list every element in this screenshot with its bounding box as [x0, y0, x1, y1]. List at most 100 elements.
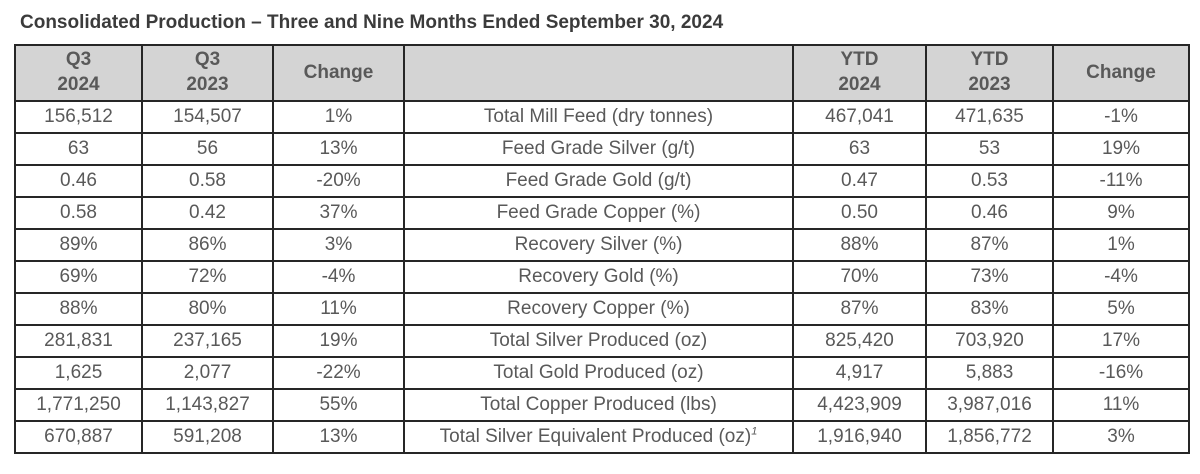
- q3-2023-cell: 56: [141, 132, 274, 166]
- ytd-2024-cell: 4,917: [792, 356, 927, 390]
- table-row: 0.58 0.42 37% Feed Grade Copper (%) 0.50…: [14, 196, 1190, 230]
- q3-2023-cell: 591,208: [141, 420, 274, 454]
- q3-change-cell: 55%: [272, 388, 405, 422]
- q3-2024-cell: 281,831: [14, 324, 143, 358]
- q3-change-cell: -4%: [272, 260, 405, 294]
- ytd-change-cell: 11%: [1052, 388, 1190, 422]
- header-line: 2024: [838, 74, 881, 95]
- ytd-change-cell: 19%: [1052, 132, 1190, 166]
- metric-cell: Feed Grade Silver (g/t): [403, 132, 794, 166]
- header-line: Q3: [194, 49, 221, 71]
- q3-2024-cell: 1,625: [14, 356, 143, 390]
- metric-cell: Recovery Gold (%): [403, 260, 794, 294]
- ytd-2023-cell: 0.53: [925, 164, 1054, 198]
- q3-2024-cell: 63: [14, 132, 143, 166]
- metric-cell: Feed Grade Gold (g/t): [403, 164, 794, 198]
- ytd-2024-cell: 825,420: [792, 324, 927, 358]
- metric-label: Total Silver Equivalent Produced (oz): [439, 426, 752, 447]
- q3-2024-cell: 0.58: [14, 196, 143, 230]
- metric-cell: Total Mill Feed (dry tonnes): [403, 100, 794, 134]
- table-row: 63 56 13% Feed Grade Silver (g/t) 63 53 …: [14, 132, 1190, 166]
- header-line: 2023: [968, 74, 1011, 95]
- ytd-change-cell: -1%: [1052, 100, 1190, 134]
- ytd-2024-cell: 63: [792, 132, 927, 166]
- q3-2024-cell: 0.46: [14, 164, 143, 198]
- header-metric-blank: [403, 44, 794, 102]
- ytd-2024-cell: 88%: [792, 228, 927, 262]
- ytd-2023-cell: 3,987,016: [925, 388, 1054, 422]
- metric-cell: Total Copper Produced (lbs): [403, 388, 794, 422]
- header-line: 2023: [186, 74, 229, 95]
- q3-2023-cell: 0.58: [141, 164, 274, 198]
- metric-cell: Recovery Silver (%): [403, 228, 794, 262]
- header-ytd-2023: YTD 2023: [925, 44, 1054, 102]
- ytd-change-cell: -16%: [1052, 356, 1190, 390]
- q3-change-cell: 37%: [272, 196, 405, 230]
- q3-change-cell: 19%: [272, 324, 405, 358]
- footnote-marker: 1: [751, 425, 758, 438]
- q3-2024-cell: 670,887: [14, 420, 143, 454]
- q3-2023-cell: 72%: [141, 260, 274, 294]
- metric-cell: Recovery Copper (%): [403, 292, 794, 326]
- header-ytd-2024: YTD 2024: [792, 44, 927, 102]
- header-line: Q3: [65, 49, 92, 71]
- header-q3-2024: Q3 2024: [14, 44, 143, 102]
- q3-2024-cell: 1,771,250: [14, 388, 143, 422]
- ytd-2024-cell: 467,041: [792, 100, 927, 134]
- q3-2023-cell: 0.42: [141, 196, 274, 230]
- ytd-2024-cell: 4,423,909: [792, 388, 927, 422]
- q3-change-cell: 3%: [272, 228, 405, 262]
- q3-2024-cell: 88%: [14, 292, 143, 326]
- q3-2023-cell: 2,077: [141, 356, 274, 390]
- q3-2023-cell: 237,165: [141, 324, 274, 358]
- q3-2023-cell: 86%: [141, 228, 274, 262]
- ytd-change-cell: 5%: [1052, 292, 1190, 326]
- ytd-2024-cell: 0.50: [792, 196, 927, 230]
- q3-change-cell: 1%: [272, 100, 405, 134]
- q3-change-cell: 13%: [272, 420, 405, 454]
- header-line: YTD: [970, 49, 1009, 71]
- ytd-2024-cell: 70%: [792, 260, 927, 294]
- q3-change-cell: -20%: [272, 164, 405, 198]
- ytd-2023-cell: 83%: [925, 292, 1054, 326]
- metric-cell: Total Silver Equivalent Produced (oz)1: [403, 420, 794, 454]
- ytd-2023-cell: 73%: [925, 260, 1054, 294]
- q3-2024-cell: 156,512: [14, 100, 143, 134]
- ytd-change-cell: 1%: [1052, 228, 1190, 262]
- q3-2023-cell: 80%: [141, 292, 274, 326]
- ytd-change-cell: -11%: [1052, 164, 1190, 198]
- table-row: 281,831 237,165 19% Total Silver Produce…: [14, 324, 1190, 358]
- ytd-2024-cell: 1,916,940: [792, 420, 927, 454]
- header-line: YTD: [840, 49, 879, 71]
- ytd-2024-cell: 0.47: [792, 164, 927, 198]
- q3-2024-cell: 69%: [14, 260, 143, 294]
- metric-cell: Total Silver Produced (oz): [403, 324, 794, 358]
- ytd-2023-cell: 53: [925, 132, 1054, 166]
- ytd-2023-cell: 87%: [925, 228, 1054, 262]
- q3-2024-cell: 89%: [14, 228, 143, 262]
- table-row: 69% 72% -4% Recovery Gold (%) 70% 73% -4…: [14, 260, 1190, 294]
- q3-change-cell: 11%: [272, 292, 405, 326]
- header-ytd-change: Change: [1052, 44, 1190, 102]
- metric-cell: Total Gold Produced (oz): [403, 356, 794, 390]
- ytd-change-cell: 3%: [1052, 420, 1190, 454]
- table-row: 670,887 591,208 13% Total Silver Equival…: [14, 420, 1190, 454]
- ytd-2023-cell: 703,920: [925, 324, 1054, 358]
- ytd-change-cell: -4%: [1052, 260, 1190, 294]
- q3-2023-cell: 1,143,827: [141, 388, 274, 422]
- header-q3-2023: Q3 2023: [141, 44, 274, 102]
- q3-2023-cell: 154,507: [141, 100, 274, 134]
- ytd-2023-cell: 0.46: [925, 196, 1054, 230]
- table-row: 1,625 2,077 -22% Total Gold Produced (oz…: [14, 356, 1190, 390]
- q3-change-cell: -22%: [272, 356, 405, 390]
- ytd-2024-cell: 87%: [792, 292, 927, 326]
- header-row: Q3 2024 Q3 2023 Change YTD 2024 YTD 2023 Cha…: [14, 44, 1190, 102]
- table-row: 89% 86% 3% Recovery Silver (%) 88% 87% 1…: [14, 228, 1190, 262]
- page-title: Consolidated Production – Three and Nine…: [20, 12, 724, 33]
- ytd-change-cell: 9%: [1052, 196, 1190, 230]
- table-row: 0.46 0.58 -20% Feed Grade Gold (g/t) 0.4…: [14, 164, 1190, 198]
- header-q3-change: Change: [272, 44, 405, 102]
- table-row: 156,512 154,507 1% Total Mill Feed (dry …: [14, 100, 1190, 134]
- table-row: 1,771,250 1,143,827 55% Total Copper Pro…: [14, 388, 1190, 422]
